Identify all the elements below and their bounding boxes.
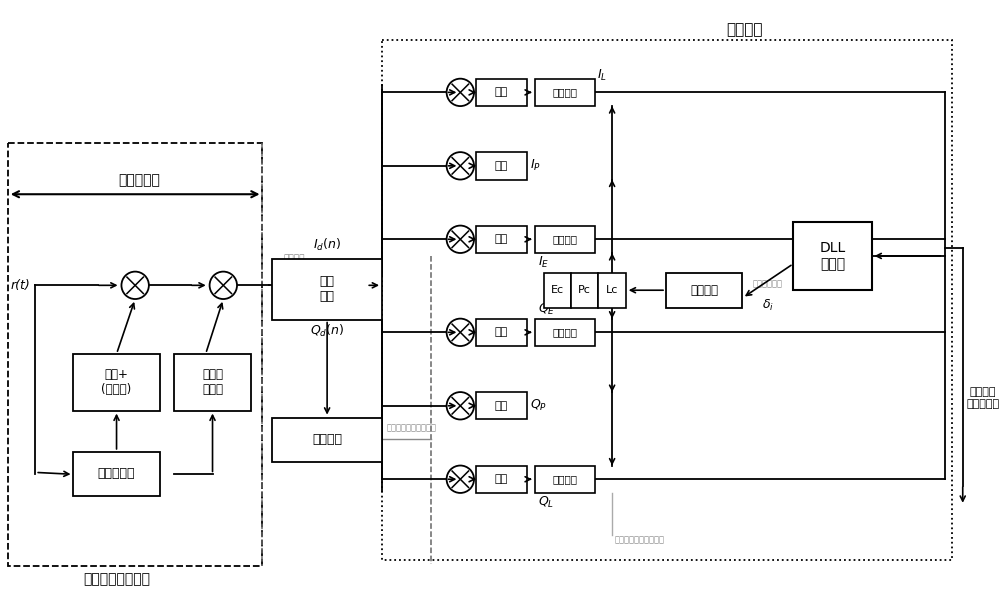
Text: 平方累加: 平方累加	[553, 87, 578, 97]
Text: 码相位调整值: 码相位调整值	[753, 279, 783, 288]
Text: $Q_P$: $Q_P$	[530, 398, 547, 413]
Bar	[476, 225, 527, 253]
Text: $Q_d(n)$: $Q_d(n)$	[310, 323, 344, 338]
Circle shape	[447, 79, 474, 106]
Text: 积分: 积分	[495, 161, 508, 171]
Text: $I_P$: $I_P$	[530, 158, 541, 173]
Bar	[272, 259, 382, 320]
Text: Ec: Ec	[551, 285, 564, 295]
Text: Pc: Pc	[578, 285, 591, 295]
Text: $Q_E$: $Q_E$	[538, 302, 555, 317]
Text: 基带信号: 基带信号	[283, 254, 305, 263]
Circle shape	[447, 152, 474, 180]
Bar	[535, 466, 595, 493]
Text: $I_d(n)$: $I_d(n)$	[313, 237, 341, 253]
Text: 积分: 积分	[495, 234, 508, 244]
Text: 预处理模块: 预处理模块	[98, 468, 135, 480]
Text: $\delta_i$: $\delta_i$	[762, 298, 774, 313]
Bar	[535, 319, 595, 346]
Bar	[666, 273, 742, 308]
Text: 积分: 积分	[495, 87, 508, 97]
Circle shape	[447, 466, 474, 493]
Text: 同相
正交: 同相 正交	[320, 275, 335, 304]
Circle shape	[447, 225, 474, 253]
Bar	[382, 40, 952, 560]
Circle shape	[210, 272, 237, 299]
Text: 积分: 积分	[495, 474, 508, 484]
Text: 正交下变频: 正交下变频	[118, 174, 160, 188]
Text: 码发生器: 码发生器	[690, 284, 718, 297]
Bar	[73, 354, 160, 410]
Bar	[544, 273, 571, 308]
Circle shape	[447, 319, 474, 346]
Bar	[8, 143, 262, 566]
Text: 本地伪码输入码发生器: 本地伪码输入码发生器	[387, 423, 437, 432]
Bar	[272, 418, 382, 462]
Bar	[476, 152, 527, 180]
Bar	[535, 79, 595, 106]
Text: 本地伪码输入码发生器: 本地伪码输入码发生器	[615, 535, 665, 544]
Bar	[793, 222, 872, 290]
Text: r(t): r(t)	[11, 279, 31, 292]
Text: $Q_L$: $Q_L$	[538, 495, 554, 510]
Text: $I_L$: $I_L$	[597, 67, 607, 82]
Bar	[73, 452, 160, 496]
Bar	[174, 354, 251, 410]
Text: Lc: Lc	[606, 285, 618, 295]
Text: 平方累加: 平方累加	[553, 234, 578, 244]
Text: 迭代运行: 迭代运行	[726, 22, 763, 37]
Text: 平方累加: 平方累加	[553, 328, 578, 337]
Bar	[476, 319, 527, 346]
Text: 解调模块: 解调模块	[312, 433, 342, 446]
Text: 平方累加: 平方累加	[553, 474, 578, 484]
Text: 载波+
(副载波): 载波+ (副载波)	[101, 368, 132, 396]
Text: 载波初
始相位: 载波初 始相位	[202, 368, 223, 396]
Text: DLL
鉴相器: DLL 鉴相器	[819, 241, 846, 271]
Text: 精度满足
要求时输出: 精度满足 要求时输出	[967, 387, 1000, 409]
Text: 积分: 积分	[495, 328, 508, 337]
Bar	[476, 392, 527, 419]
Circle shape	[447, 392, 474, 419]
Bar	[571, 273, 598, 308]
Bar	[476, 466, 527, 493]
Text: $I_E$: $I_E$	[538, 255, 549, 270]
Bar	[535, 225, 595, 253]
Bar	[598, 273, 626, 308]
Text: 多普勒估计与剥离: 多普勒估计与剥离	[83, 572, 150, 586]
Circle shape	[121, 272, 149, 299]
Bar	[476, 79, 527, 106]
Text: 积分: 积分	[495, 401, 508, 411]
